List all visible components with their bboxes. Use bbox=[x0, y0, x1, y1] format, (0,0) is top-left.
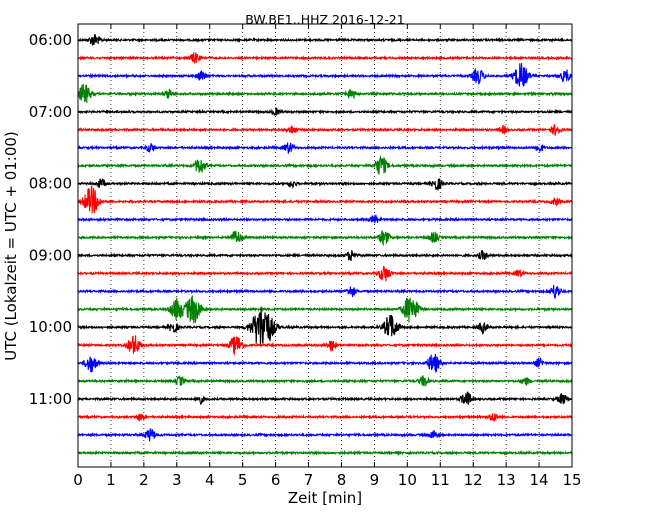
trace-row-0800 bbox=[77, 178, 573, 191]
trace-row-0700 bbox=[77, 107, 573, 116]
x-tick-label: 3 bbox=[172, 471, 182, 489]
y-tick-label: 08:00 bbox=[29, 175, 72, 193]
trace-row-0900 bbox=[77, 249, 573, 262]
trace-row-0615 bbox=[77, 52, 573, 64]
trace-row-1130 bbox=[77, 428, 573, 442]
y-tick-label: 07:00 bbox=[29, 103, 72, 121]
trace-row-0845 bbox=[77, 229, 573, 247]
trace-row-1100 bbox=[77, 391, 573, 406]
y-axis-label: UTC (Lokalzeit = UTC + 01:00) bbox=[2, 131, 20, 361]
x-tick-label: 0 bbox=[73, 471, 83, 489]
trace-row-0645 bbox=[77, 83, 573, 103]
trace-layer bbox=[77, 34, 573, 456]
trace-row-0745 bbox=[77, 154, 573, 175]
x-tick-label: 10 bbox=[398, 471, 417, 489]
trace-row-0630 bbox=[77, 62, 573, 88]
trace-row-1000 bbox=[77, 306, 573, 346]
x-tick-label: 12 bbox=[464, 471, 483, 489]
x-tick-label: 5 bbox=[238, 471, 248, 489]
plot-frame bbox=[77, 23, 573, 468]
trace-row-1115 bbox=[77, 413, 573, 422]
y-tick-label: 10:00 bbox=[29, 318, 72, 336]
y-tick-label: 09:00 bbox=[29, 246, 72, 264]
y-tick-label: 11:00 bbox=[29, 390, 72, 408]
trace-row-1045 bbox=[77, 375, 573, 388]
x-tick-label: 8 bbox=[337, 471, 347, 489]
trace-row-1030 bbox=[77, 353, 573, 373]
x-tick-label: 7 bbox=[304, 471, 314, 489]
x-tick-label: 1 bbox=[106, 471, 116, 489]
x-tick-label: 13 bbox=[497, 471, 516, 489]
x-tick-label: 4 bbox=[205, 471, 215, 489]
trace-row-0730 bbox=[77, 142, 573, 154]
x-tick-label: 15 bbox=[562, 471, 581, 489]
trace-row-0915 bbox=[77, 265, 573, 282]
x-tick-label: 11 bbox=[431, 471, 450, 489]
trace-row-0945 bbox=[77, 295, 573, 324]
x-tick-label: 6 bbox=[271, 471, 281, 489]
chart-title: BW.BE1..HHZ 2016-12-21 bbox=[245, 12, 404, 27]
y-axis: 06:00 07:00 08:00 09:00 10:00 11:00 bbox=[29, 31, 572, 408]
x-axis-label: Zeit [min] bbox=[288, 489, 362, 507]
x-tick-label: 2 bbox=[139, 471, 149, 489]
x-tick-label: 9 bbox=[370, 471, 380, 489]
x-tick-label: 14 bbox=[530, 471, 549, 489]
trace-row-0715 bbox=[77, 124, 573, 136]
trace-row-1145 bbox=[77, 449, 573, 456]
trace-row-0930 bbox=[77, 284, 573, 300]
trace-row-0830 bbox=[77, 214, 573, 224]
x-axis: 0 1 2 3 4 5 6 7 8 9 10 11 12 13 14 15 bbox=[73, 24, 582, 489]
trace-row-0815 bbox=[77, 184, 573, 214]
trace-row-0600 bbox=[77, 34, 573, 47]
y-tick-label: 06:00 bbox=[29, 31, 72, 49]
trace-row-1015 bbox=[77, 335, 573, 356]
